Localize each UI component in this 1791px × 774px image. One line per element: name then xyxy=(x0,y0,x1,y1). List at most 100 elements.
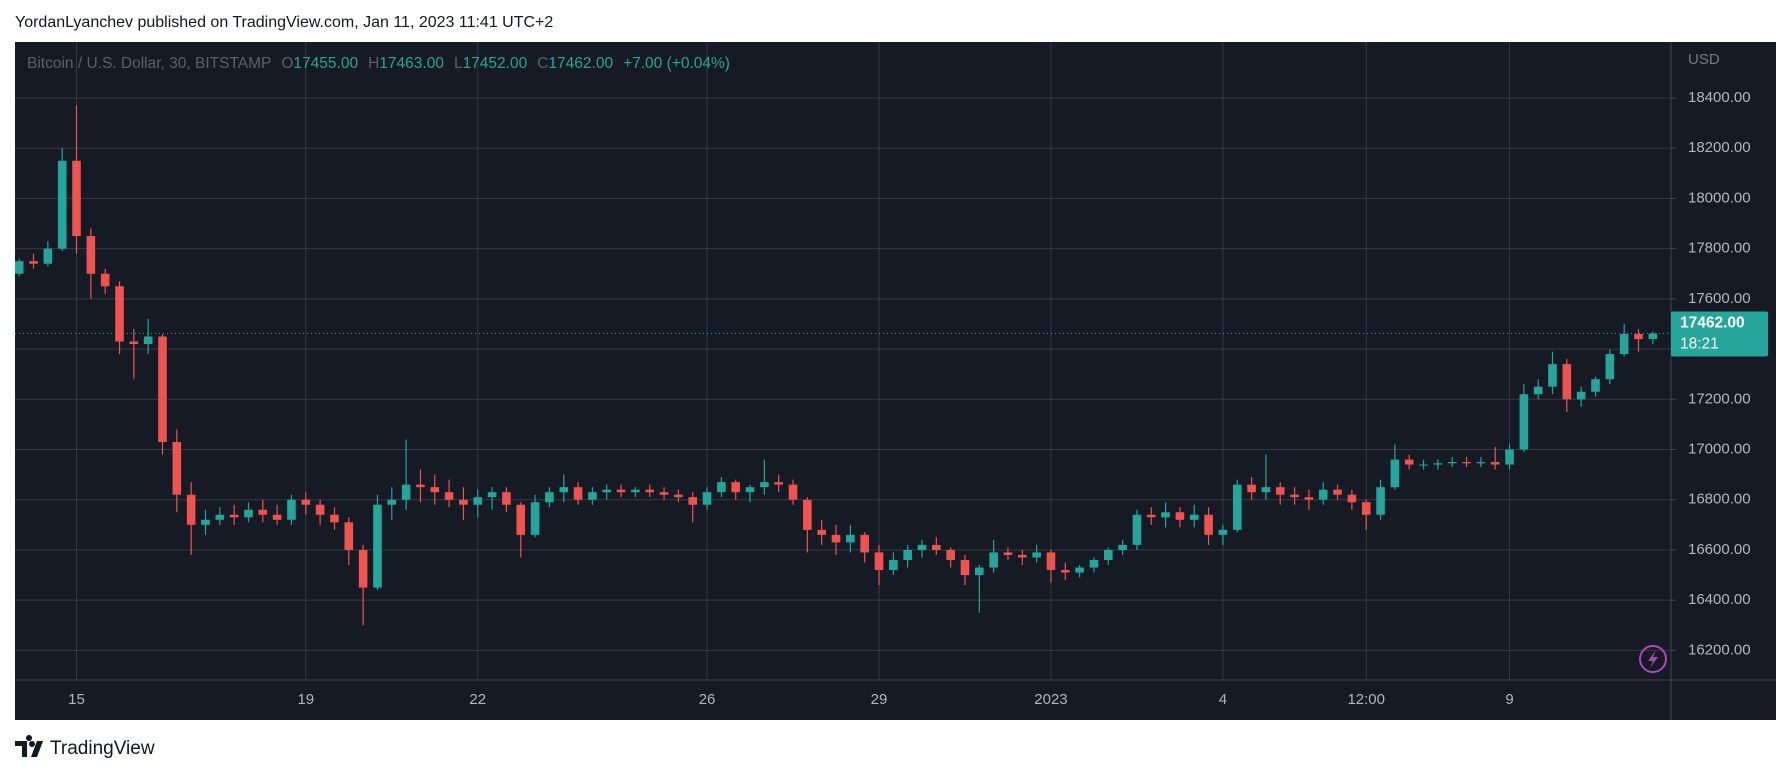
candle-body xyxy=(1433,463,1443,465)
candle-body xyxy=(1533,386,1543,395)
candle-body xyxy=(401,484,411,500)
candle-body xyxy=(502,492,511,505)
y-tick-label: 16400.00 xyxy=(1688,591,1751,608)
legend: Bitcoin / U.S. Dollar, 30, BITSTAMP O1745… xyxy=(27,55,730,72)
candle-body xyxy=(631,489,640,493)
candle-body xyxy=(803,499,812,530)
last-price-label: 17462.00 xyxy=(1680,315,1745,332)
candle-body xyxy=(430,487,440,493)
candle-body xyxy=(1204,514,1213,535)
alert-bolt[interactable] xyxy=(1648,650,1658,668)
candle-body xyxy=(14,261,24,274)
candle-body xyxy=(86,236,96,274)
candle-body xyxy=(960,559,970,576)
alert-circle[interactable] xyxy=(1639,645,1667,673)
candle-body xyxy=(932,544,941,550)
candle-body xyxy=(1247,484,1256,493)
x-tick-label: 2023 xyxy=(1034,691,1067,708)
candle-body xyxy=(1032,552,1041,558)
y-tick-label: 18400.00 xyxy=(1688,89,1751,106)
candle-body xyxy=(516,504,526,535)
candle-body xyxy=(745,487,755,493)
candle-body xyxy=(1290,494,1299,498)
candle-body xyxy=(1562,364,1572,400)
candle-body xyxy=(530,502,540,535)
candle-body xyxy=(1490,462,1500,465)
brand-name[interactable]: TradingView xyxy=(50,738,155,759)
candle-body xyxy=(258,509,268,515)
candle-body xyxy=(1318,489,1328,500)
candle-body xyxy=(1548,364,1557,387)
y-tick-label: 16800.00 xyxy=(1688,491,1751,508)
candle-body xyxy=(989,552,998,568)
candle-body xyxy=(917,544,927,550)
candle-body xyxy=(373,504,382,588)
candle-body xyxy=(645,489,655,493)
currency: USD xyxy=(1688,51,1720,68)
ohlc-value: 17462.00 xyxy=(548,55,613,72)
candle-body xyxy=(1275,487,1285,495)
x-tick-label: 4 xyxy=(1219,691,1227,708)
y-tick-label: 18200.00 xyxy=(1688,139,1751,156)
x-tick-label: 15 xyxy=(68,691,85,708)
candle-body xyxy=(1261,487,1271,493)
candle-body xyxy=(1361,502,1371,515)
candle-body xyxy=(688,497,698,505)
brand[interactable]: TradingView xyxy=(15,735,155,759)
candle-body xyxy=(186,494,196,525)
candle-body xyxy=(1519,394,1529,450)
x-tick-label: 22 xyxy=(469,691,486,708)
brand-logo-dot[interactable] xyxy=(29,741,35,747)
candle-body xyxy=(301,499,311,505)
x-tick-label: 12:00 xyxy=(1347,691,1385,708)
candle-body xyxy=(487,492,497,498)
candle-body xyxy=(946,549,955,560)
ohlc-value: 17452.00 xyxy=(463,55,528,72)
candle-body xyxy=(1060,570,1070,573)
candle-body xyxy=(760,482,769,488)
candle-body xyxy=(674,494,683,498)
candle-body xyxy=(387,499,397,505)
candle-body xyxy=(1619,334,1629,355)
y-tick-label: 17800.00 xyxy=(1688,240,1751,257)
ohlc-key: O xyxy=(281,55,293,72)
candle-body xyxy=(1476,462,1486,464)
candle-body xyxy=(1576,391,1586,400)
candle-body xyxy=(846,534,855,543)
candle-body xyxy=(1232,484,1242,530)
candle-body xyxy=(774,482,783,485)
y-tick-label: 17200.00 xyxy=(1688,390,1751,407)
ohlc-value: 17463.00 xyxy=(379,55,444,72)
grid xyxy=(15,42,1671,680)
candle-body xyxy=(229,514,239,518)
candle-body xyxy=(29,261,38,264)
alert-icon[interactable] xyxy=(1639,645,1667,673)
candle-body xyxy=(1089,559,1099,568)
x-tick-label: 26 xyxy=(699,691,716,708)
candle-body xyxy=(1304,497,1314,500)
candle-body xyxy=(1505,449,1514,465)
candle-body xyxy=(1376,487,1385,515)
candle-body xyxy=(545,492,554,503)
candle-body xyxy=(57,160,67,249)
x-tick-label: 19 xyxy=(297,691,314,708)
candle-body xyxy=(215,514,225,520)
candle-body xyxy=(1591,379,1600,392)
candle-body xyxy=(344,522,354,550)
candle-body xyxy=(831,534,841,543)
candle-body xyxy=(172,441,182,495)
ohlc-key: C xyxy=(537,55,548,72)
brand-logo[interactable] xyxy=(15,735,43,757)
plot xyxy=(14,105,1671,626)
candle-body xyxy=(817,529,826,535)
candle-body xyxy=(43,248,53,264)
candle-body xyxy=(588,492,597,500)
candle-body xyxy=(659,492,669,495)
candle-body xyxy=(702,492,712,505)
candle-body xyxy=(201,519,210,525)
candle-body xyxy=(1218,529,1228,535)
ohlc-key: L xyxy=(454,55,463,72)
candle-body xyxy=(788,484,798,500)
candle-body xyxy=(1018,554,1027,558)
